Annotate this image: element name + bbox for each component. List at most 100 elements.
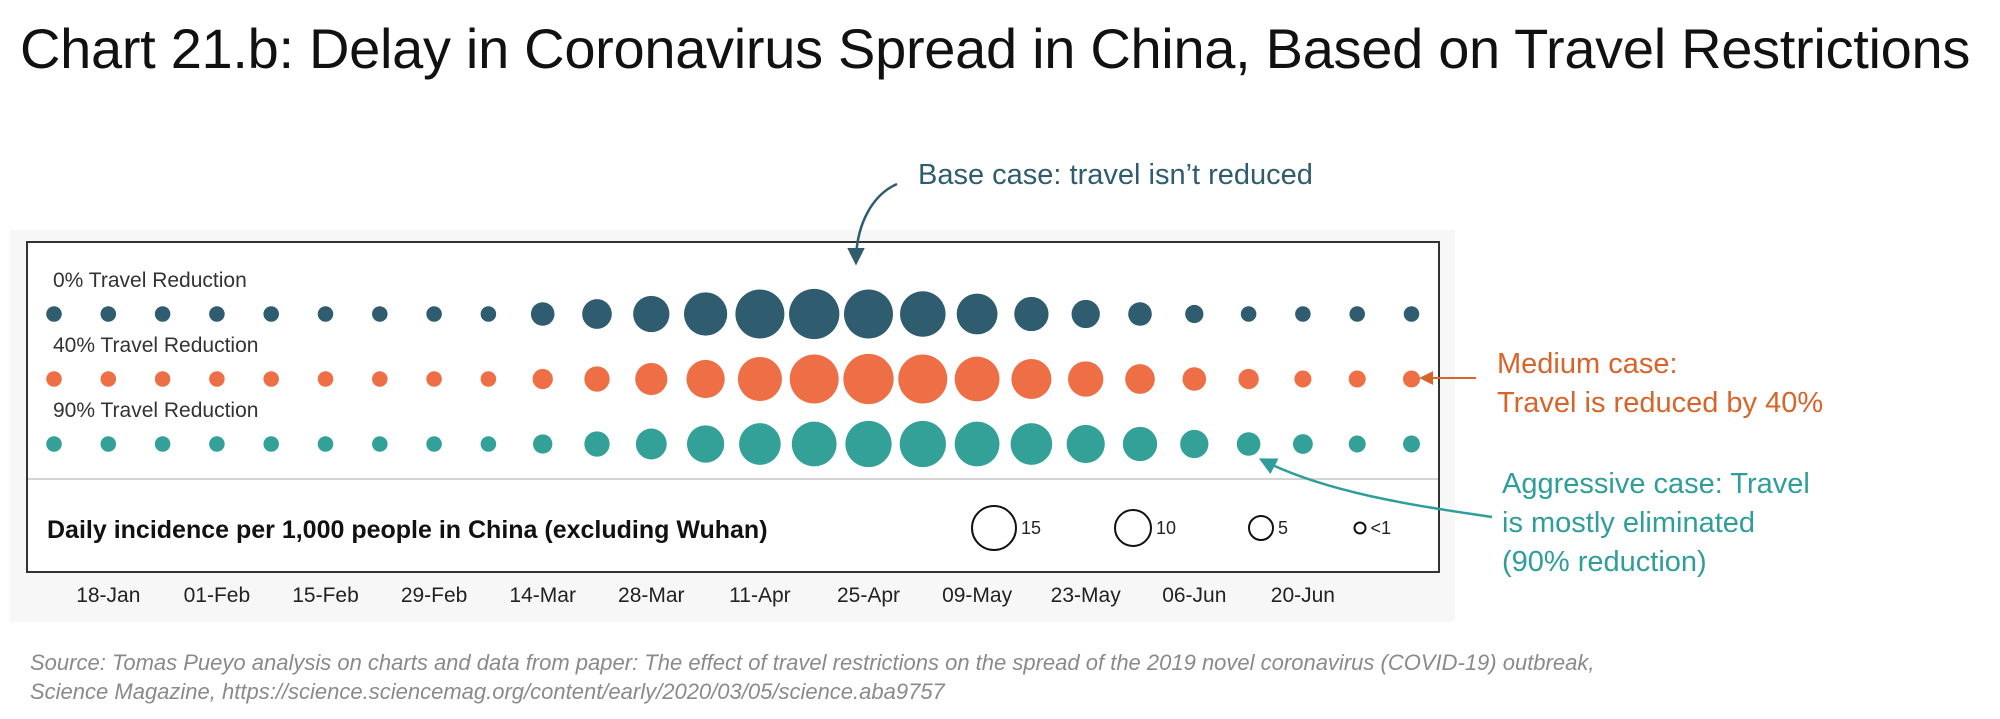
aggressive-case-annotation: Aggressive case: Travel is mostly elimin… [1502,465,1810,582]
bubble-0pct-04-Apr [683,292,728,336]
bubble-0pct-14-Mar [530,302,555,326]
x-tick-label: 23-May [1051,584,1122,607]
x-tick-label: 28-Mar [618,584,685,607]
bubble-40pct-11-Apr [737,356,782,402]
source-line-1: Source: Tomas Pueyo analysis on charts a… [30,650,1595,675]
bubble-40pct-09-May [954,356,1000,402]
bubble-marks [46,288,1420,468]
base-case-text: Base case: travel isn’t reduced [918,159,1313,191]
bubble-90pct-22-Feb [372,436,388,452]
bubble-0pct-21-Mar [582,299,612,329]
medium-case-line2: Travel is reduced by 40% [1497,387,1824,419]
bubble-40pct-08-Feb [263,371,279,387]
size-legend: 15 10 5 <1 [971,505,1392,551]
bubble-40pct-28-Mar [635,362,668,396]
bubble-90pct-06-Jun [1180,429,1209,459]
x-tick-label: 14-Mar [509,584,576,607]
chart-frame [26,241,1440,573]
bubble-40pct-27-Jun [1348,370,1366,388]
bubble-90pct-11-Jan [46,436,62,452]
bubble-40pct-22-Feb [372,371,388,387]
bubble-0pct-01-Feb [209,306,225,322]
bubble-90pct-09-May [954,421,1000,467]
row-label-0pct: 0% Travel Reduction [53,269,247,292]
bubble-0pct-16-May [1014,296,1049,332]
medium-case-annotation: Medium case: Travel is reduced by 40% [1497,345,1823,423]
bubble-0pct-23-May [1071,299,1100,329]
bubble-40pct-04-Apr [686,359,725,399]
x-tick-label: 09-May [942,584,1013,607]
bubble-90pct-25-Jan [154,436,171,452]
size-legend-label: 15 [1021,518,1041,538]
bubble-90pct-16-May [1010,423,1053,465]
bubble-90pct-29-Feb [426,436,442,452]
bubble-90pct-21-Mar [584,431,610,457]
size-legend-caption: Daily incidence per 1,000 people in Chin… [47,516,768,544]
size-legend-circle [1353,521,1367,535]
bubble-0pct-08-Feb [263,306,279,322]
x-tick-label: 01-Feb [184,584,251,607]
bubble-90pct-11-Apr [739,423,781,465]
bubble-0pct-15-Feb [317,306,334,322]
bubble-0pct-11-Apr [735,289,785,339]
row-label-40pct: 40% Travel Reduction [53,334,258,357]
aggressive-case-line1: Aggressive case: Travel [1502,468,1810,500]
bubble-40pct-07-Mar [480,371,497,387]
size-legend-circle [971,505,1017,551]
bubble-90pct-18-Apr [791,421,837,467]
bubble-0pct-25-Apr [844,289,893,339]
base-case-arrow [847,182,898,266]
aggressive-case-line3: (90% reduction) [1502,546,1707,578]
bubble-90pct-14-Mar [533,434,553,454]
source-note: Source: Tomas Pueyo analysis on charts a… [30,648,1930,706]
bubble-40pct-04-Jul [1403,370,1420,388]
x-axis: 18-Jan 01-Feb 15-Feb 29-Feb 14-Mar 28-Mar 11-A… [76,584,1335,607]
bubble-0pct-04-Jul [1403,306,1420,322]
bubble-0pct-07-Mar [480,306,497,322]
bubble-90pct-02-May [899,420,946,468]
bubble-0pct-06-Jun [1185,304,1204,324]
bubble-40pct-30-May [1125,364,1155,394]
bubble-0pct-18-Apr [789,288,840,340]
bubble-40pct-18-Apr [789,354,839,404]
bubble-90pct-23-May [1066,424,1105,464]
bubble-90pct-04-Apr [686,425,725,463]
x-tick-label: 18-Jan [76,584,140,607]
size-legend-label: 5 [1278,518,1288,538]
bubble-0pct-13-Jun [1240,306,1257,322]
bubble-90pct-15-Feb [317,436,334,452]
bubble-90pct-25-Apr [845,420,892,468]
bubble-90pct-18-Jan [100,436,117,452]
bubble-40pct-20-Jun [1294,370,1312,388]
bubble-90pct-13-Jun [1236,432,1261,456]
bubble-90pct-01-Feb [209,436,225,452]
bubble-0pct-11-Jan [46,306,62,322]
bubble-40pct-02-May [898,354,948,404]
bubble-90pct-27-Jun [1348,435,1366,453]
bubble-90pct-08-Feb [263,436,279,452]
bubble-40pct-06-Jun [1182,367,1207,391]
bubble-40pct-25-Jan [154,371,171,387]
bubble-40pct-13-Jun [1238,368,1259,390]
bubble-40pct-29-Feb [426,371,442,387]
bubble-0pct-29-Feb [426,306,442,322]
size-legend-label: 10 [1156,518,1176,538]
size-legend-circle [1248,515,1274,541]
aggressive-case-line2: is mostly eliminated [1502,507,1756,539]
bubble-90pct-20-Jun [1292,434,1313,454]
bubble-40pct-14-Mar [532,368,553,390]
bubble-40pct-11-Jan [46,371,62,387]
size-legend-label: <1 [1371,518,1392,538]
x-tick-label: 15-Feb [292,584,359,607]
bubble-0pct-02-May [900,291,946,337]
bubble-0pct-25-Jan [154,306,171,322]
bubble-40pct-01-Feb [209,371,225,387]
bubble-0pct-09-May [956,293,998,335]
x-tick-label: 11-Apr [729,584,790,607]
bubble-90pct-07-Mar [480,436,497,452]
x-tick-label: 20-Jun [1271,584,1335,607]
bubble-0pct-20-Jun [1295,306,1311,322]
bubble-0pct-30-May [1128,302,1152,326]
bubble-0pct-18-Jan [100,306,117,322]
bubble-90pct-04-Jul [1403,435,1420,453]
